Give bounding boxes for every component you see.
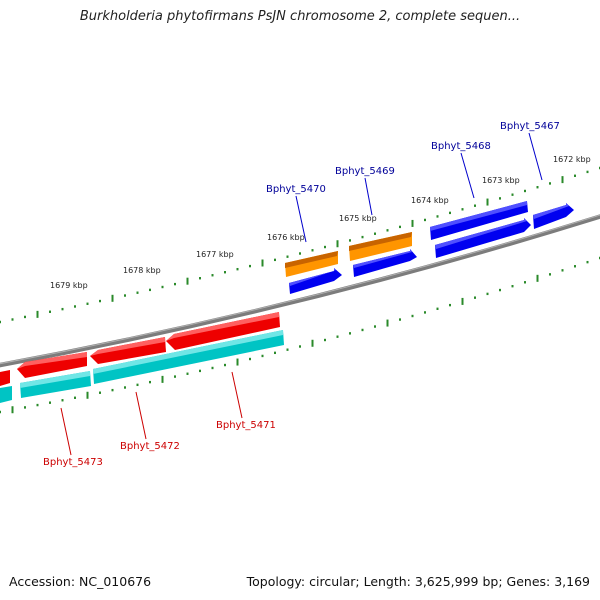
kbp-label: 1677 kbp: [196, 250, 234, 259]
leader-line: [460, 152, 475, 199]
topology-text: Topology: circular; Length: 3,625,999 bp…: [246, 574, 590, 589]
accession-text: Accession: NC_010676: [9, 574, 152, 589]
cds-feature-top: [20, 371, 90, 388]
leader-line: [231, 371, 243, 419]
inner-tick-rail: [0, 256, 600, 414]
label-leaders: [60, 132, 543, 456]
forward-cds-features: [285, 232, 412, 277]
reverse-cds-features: [0, 330, 284, 403]
gene-feature-top: [435, 218, 527, 249]
gene-label[interactable]: Bphyt_5471: [216, 420, 276, 431]
gene-label[interactable]: Bphyt_5470: [266, 184, 326, 195]
reverse-gene-features: [0, 312, 280, 386]
gene-feature[interactable]: [435, 218, 531, 258]
kbp-label: 1678 kbp: [123, 266, 161, 275]
cds-feature[interactable]: [0, 386, 12, 403]
leader-line: [60, 407, 72, 456]
gene-feature-top: [17, 352, 87, 369]
cds-feature-top: [349, 232, 412, 251]
gene-feature[interactable]: [353, 249, 417, 277]
gene-feature-top: [289, 268, 336, 286]
cds-feature-top: [285, 251, 338, 268]
gene-feature-top: [533, 203, 569, 219]
gene-label[interactable]: Bphyt_5469: [335, 166, 395, 177]
kbp-labels: 1679 kbp 1678 kbp 1677 kbp 1676 kbp 1675…: [50, 155, 591, 290]
kbp-label: 1672 kbp: [553, 155, 591, 164]
gene-feature-top: [353, 249, 412, 268]
gene-feature[interactable]: [0, 370, 10, 386]
gene-feature[interactable]: [533, 203, 574, 229]
leader-line: [528, 132, 543, 181]
gene-label[interactable]: Bphyt_5473: [43, 457, 103, 468]
chromosome-backbone: [0, 214, 600, 368]
kbp-label: 1674 kbp: [411, 196, 449, 205]
gene-label[interactable]: Bphyt_5472: [120, 441, 180, 452]
gene-feature-top: [430, 201, 527, 231]
leader-line: [295, 195, 307, 243]
kbp-label: 1679 kbp: [50, 281, 88, 290]
gene-feature-top: [166, 312, 279, 341]
chromosome-backbone-highlight: [0, 214, 600, 365]
map-title: Burkholderia phytofirmans PsJN chromosom…: [79, 9, 521, 24]
outer-tick-rail: [0, 166, 600, 324]
cds-feature-top: [93, 330, 283, 374]
gene-labels: Bphyt_5470 Bphyt_5469 Bphyt_5468 Bphyt_5…: [43, 121, 560, 468]
kbp-label: 1675 kbp: [339, 214, 377, 223]
leader-line: [364, 177, 373, 216]
gene-feature[interactable]: [289, 268, 342, 294]
kbp-label: 1673 kbp: [482, 176, 520, 185]
gene-feature-top: [90, 337, 165, 356]
gene-label[interactable]: Bphyt_5467: [500, 121, 560, 132]
leader-line: [135, 391, 147, 440]
forward-gene-features: [289, 201, 574, 294]
kbp-label: 1676 kbp: [267, 233, 305, 242]
gene-label[interactable]: Bphyt_5468: [431, 141, 491, 152]
